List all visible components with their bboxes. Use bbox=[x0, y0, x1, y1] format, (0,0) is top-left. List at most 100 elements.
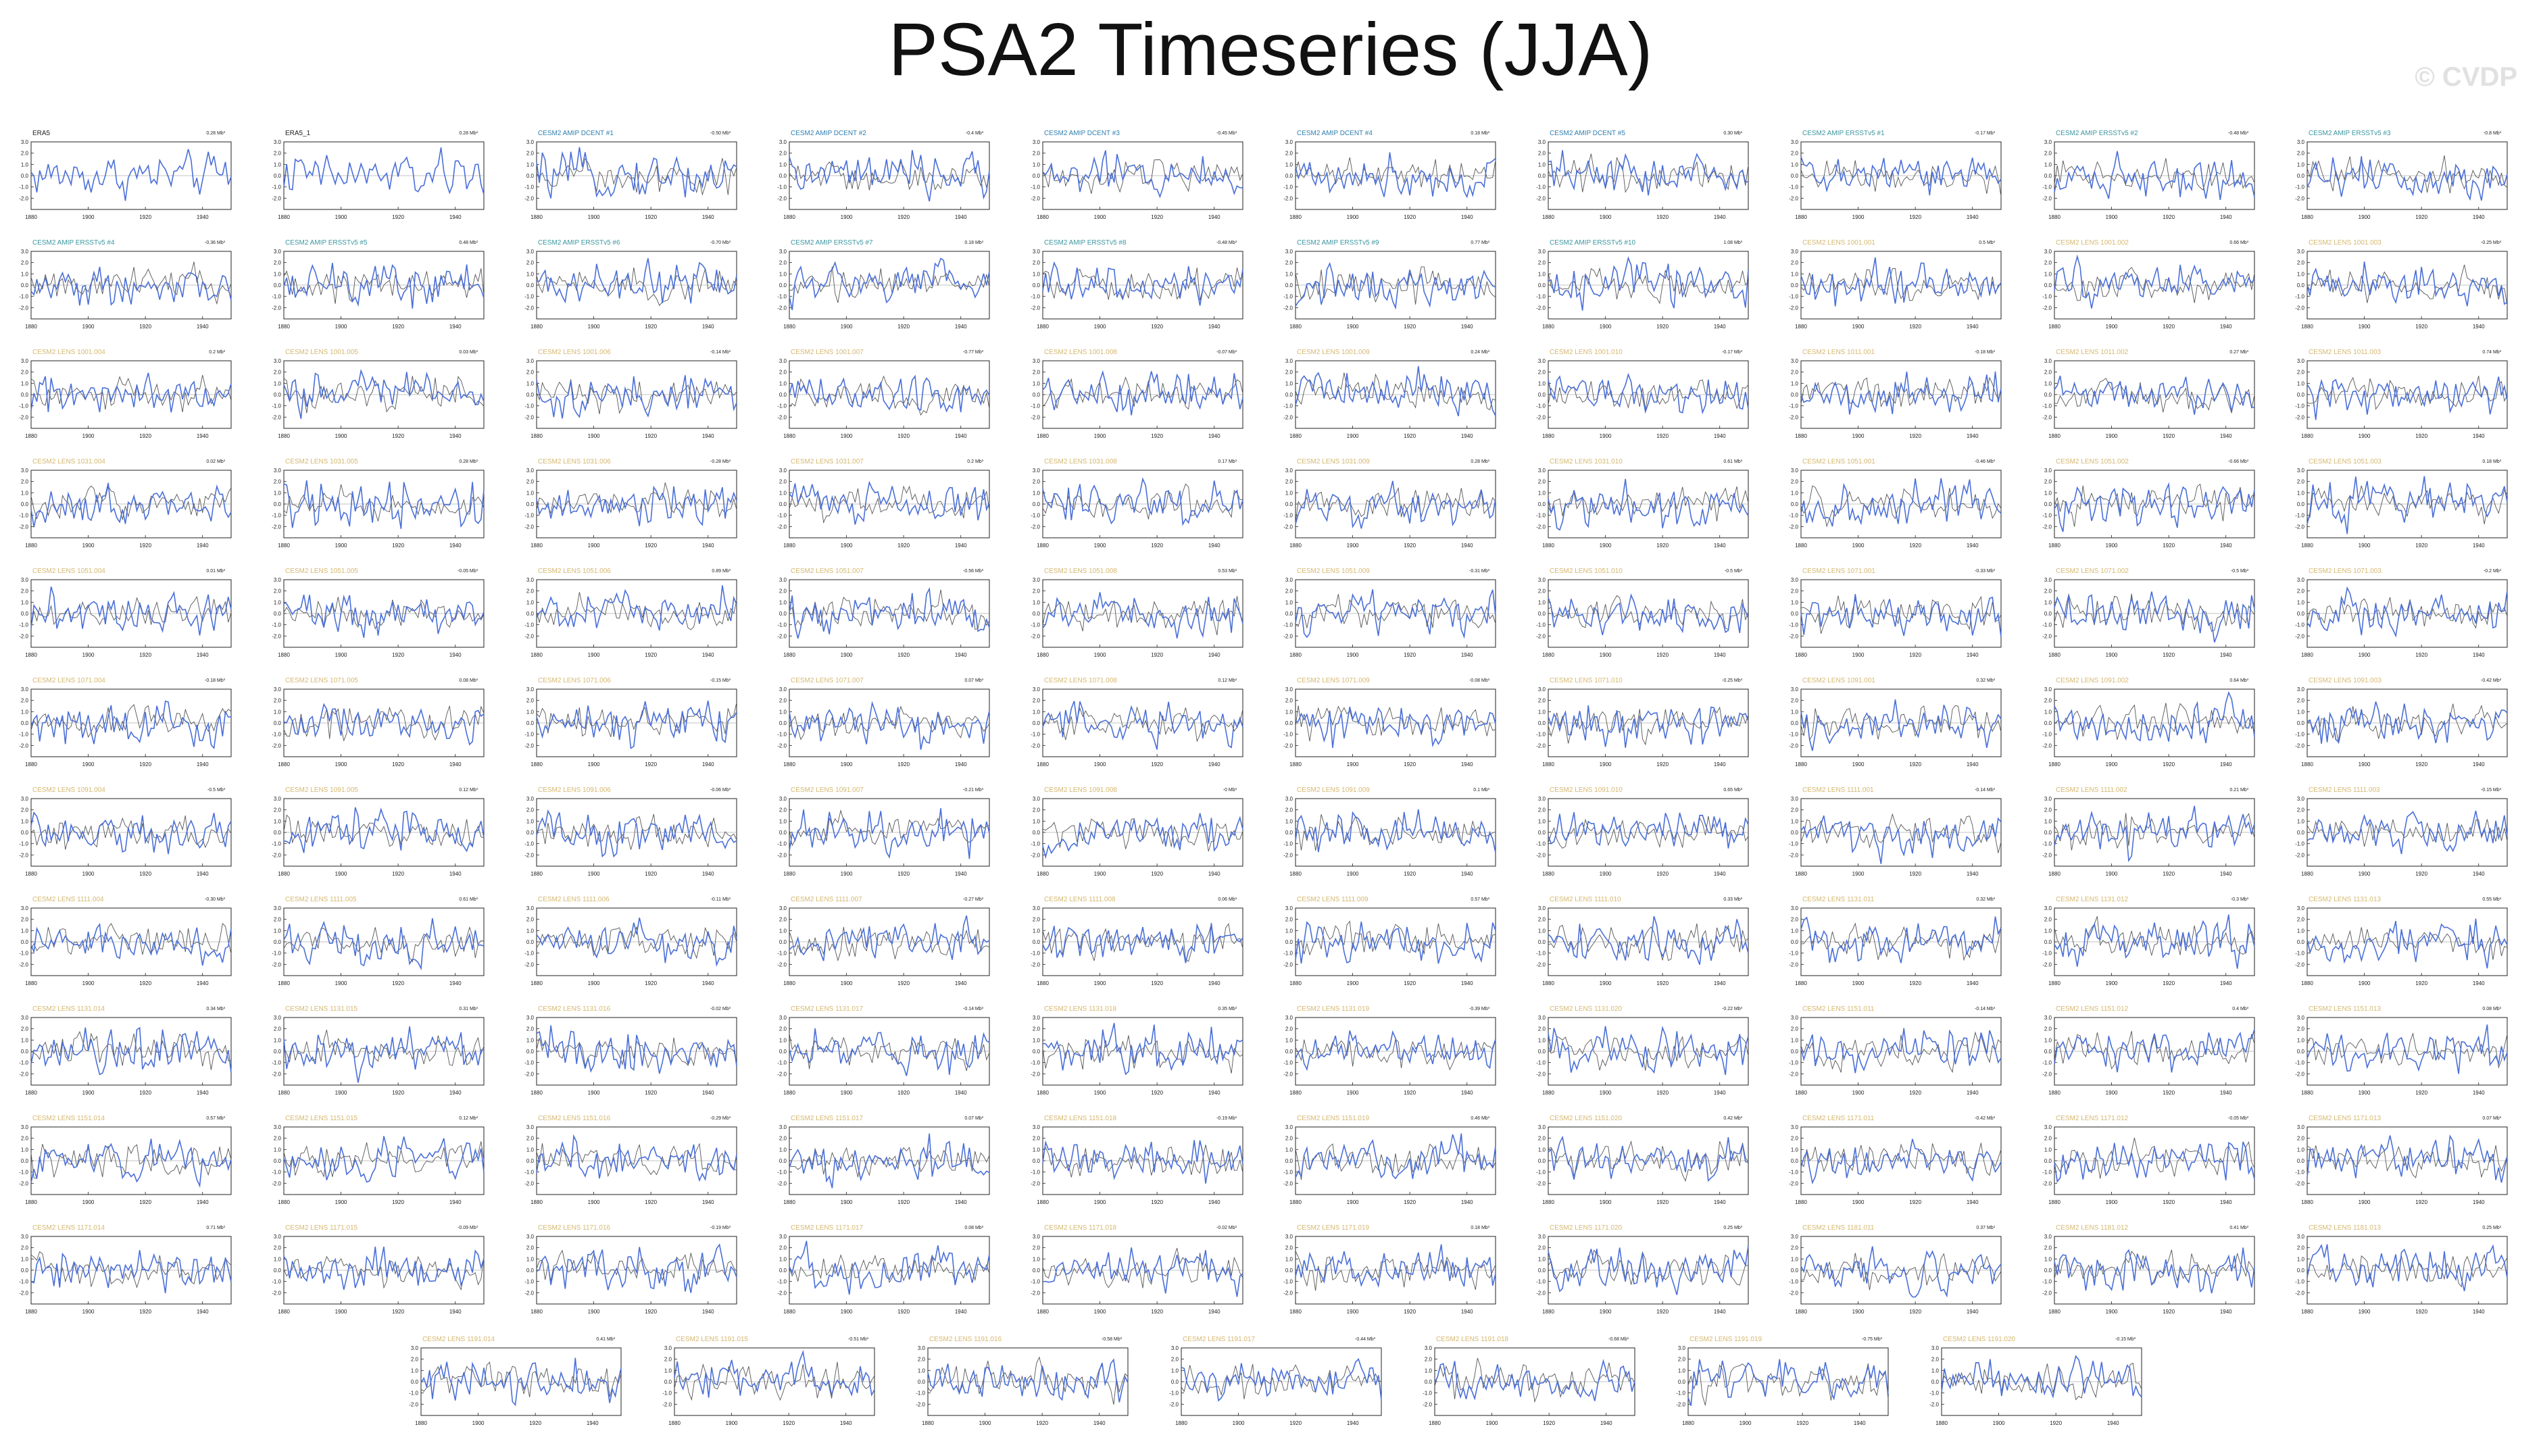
panel-label: CESM2 LENS 1071.004 bbox=[32, 677, 105, 684]
y-tick-label: 0.0 bbox=[1033, 720, 1041, 726]
panel-trend: -0.14 Mb³ bbox=[1975, 1007, 1995, 1011]
panel-label: CESM2 LENS 1051.004 bbox=[32, 568, 105, 575]
y-tick-label: -1.0 bbox=[1169, 1390, 1179, 1397]
panel-label: CESM2 AMIP ERSSTv5 #5 bbox=[285, 239, 368, 247]
member-series-line bbox=[536, 485, 737, 526]
x-tick-label: 1900 bbox=[588, 1309, 600, 1315]
y-tick-label: 3.0 bbox=[1791, 249, 1799, 255]
member-series-line bbox=[1800, 1028, 2002, 1074]
y-tick-label: 2.0 bbox=[21, 917, 29, 923]
x-tick-label: 1940 bbox=[2473, 980, 2485, 986]
panel-trend: 0.08 Mb³ bbox=[2482, 1007, 2501, 1011]
x-tick-label: 1880 bbox=[783, 761, 795, 768]
y-tick-label: -2.0 bbox=[1536, 195, 1546, 201]
member-series-line bbox=[283, 595, 485, 638]
x-tick-label: 1920 bbox=[1289, 1420, 1302, 1426]
panel-label: CESM2 LENS 1111.004 bbox=[32, 896, 104, 903]
x-tick-label: 1880 bbox=[25, 1090, 37, 1096]
y-tick-label: -1.0 bbox=[2295, 1060, 2304, 1066]
timeseries-panel: CESM2 LENS 1111.005 0.61 Mb³ 3.0 2.0 1.0 0.0-… bbox=[258, 895, 488, 1004]
x-tick-label: 1920 bbox=[2415, 214, 2427, 220]
y-tick-label: -1.0 bbox=[2042, 1170, 2052, 1176]
ensemble-series-line bbox=[789, 705, 990, 740]
x-tick-label: 1920 bbox=[897, 1199, 910, 1205]
x-tick-label: 1940 bbox=[2220, 543, 2232, 549]
y-tick-label: -1.0 bbox=[1283, 294, 1293, 300]
x-tick-label: 1880 bbox=[1795, 980, 1807, 986]
y-tick-label: -1.0 bbox=[2295, 951, 2304, 957]
y-tick-label: -2.0 bbox=[2042, 1180, 2052, 1186]
member-series-line bbox=[1548, 1245, 1749, 1295]
panel-trend: 0.08 Mb³ bbox=[459, 678, 478, 683]
x-tick-label: 1880 bbox=[278, 214, 290, 220]
y-tick-label: 2.0 bbox=[526, 1245, 535, 1251]
x-tick-label: 1880 bbox=[278, 1199, 290, 1205]
y-tick-label: -2.0 bbox=[1283, 852, 1293, 858]
y-tick-label: 1.0 bbox=[1285, 1256, 1293, 1262]
y-tick-label: 1.0 bbox=[2044, 1147, 2052, 1153]
y-tick-label: -1.0 bbox=[1789, 513, 1798, 519]
x-tick-label: 1900 bbox=[1600, 1309, 1612, 1315]
panel-trend: 0.27 Mb³ bbox=[2229, 350, 2248, 355]
y-tick-label: 0.0 bbox=[21, 501, 29, 507]
y-tick-label: -1.0 bbox=[2042, 294, 2052, 300]
y-tick-label: 2.0 bbox=[274, 260, 282, 266]
x-tick-label: 1900 bbox=[335, 433, 347, 439]
timeseries-panel: CESM2 LENS 1051.001 -0.46 Mb³ 3.0 2.0 1.0 0.0… bbox=[1775, 457, 2005, 566]
x-tick-label: 1920 bbox=[1909, 1199, 1921, 1205]
x-tick-label: 1880 bbox=[1795, 214, 1807, 220]
timeseries-panel: CESM2 LENS 1001.008 -0.07 Mb³ 3.0 2.0 1.0 0.0… bbox=[1017, 347, 1247, 457]
y-tick-label: 2.0 bbox=[526, 807, 535, 813]
panel-trend: -0.42 Mb³ bbox=[1975, 1116, 1995, 1121]
y-tick-label: 2.0 bbox=[2044, 479, 2052, 485]
panel-label: CESM2 LENS 1151.015 bbox=[285, 1115, 358, 1122]
x-tick-label: 1880 bbox=[1037, 433, 1049, 439]
y-tick-label: 2.0 bbox=[1033, 1026, 1041, 1032]
panel-trend: -0.19 Mb³ bbox=[710, 1226, 731, 1230]
x-tick-label: 1920 bbox=[1404, 433, 1416, 439]
y-tick-label: 1.0 bbox=[779, 161, 787, 168]
x-tick-label: 1880 bbox=[1795, 652, 1807, 658]
y-tick-label: 2.0 bbox=[526, 1136, 535, 1142]
timeseries-panel: CESM2 LENS 1001.007 -0.77 Mb³ 3.0 2.0 1.0 0.0… bbox=[764, 347, 993, 457]
x-tick-label: 1920 bbox=[1404, 324, 1416, 330]
x-tick-label: 1900 bbox=[1094, 433, 1106, 439]
panel-trend: 0.61 Mb³ bbox=[459, 897, 478, 902]
timeseries-panel: CESM2 LENS 1071.005 0.08 Mb³ 3.0 2.0 1.0 0.0-… bbox=[258, 676, 488, 785]
timeseries-panel: CESM2 LENS 1171.016 -0.19 Mb³ 3.0 2.0 1.0 0.0… bbox=[511, 1223, 741, 1332]
y-tick-label: -1.0 bbox=[1283, 1170, 1293, 1176]
x-tick-label: 1920 bbox=[645, 652, 657, 658]
x-tick-label: 1920 bbox=[2415, 1309, 2427, 1315]
x-tick-label: 1920 bbox=[392, 761, 404, 768]
x-tick-label: 1940 bbox=[2473, 761, 2485, 768]
y-tick-label: 2.0 bbox=[779, 1136, 787, 1142]
member-series-line bbox=[2306, 586, 2508, 638]
y-tick-label: -1.0 bbox=[2295, 622, 2304, 628]
panel-label: CESM2 LENS 1151.017 bbox=[791, 1115, 864, 1122]
x-tick-label: 1940 bbox=[587, 1420, 599, 1426]
timeseries-panel: CESM2 LENS 1171.014 0.71 Mb³ 3.0 2.0 1.0 0.0-… bbox=[5, 1223, 235, 1332]
x-tick-label: 1940 bbox=[955, 543, 967, 549]
y-tick-label: 1.0 bbox=[2297, 1037, 2305, 1043]
panel-label: CESM2 LENS 1001.005 bbox=[285, 349, 358, 356]
y-tick-label: 0.0 bbox=[1033, 501, 1041, 507]
x-tick-label: 1940 bbox=[1208, 980, 1220, 986]
x-tick-label: 1900 bbox=[1347, 1199, 1359, 1205]
panel-label: CESM2 LENS 1181.013 bbox=[2309, 1224, 2382, 1232]
x-tick-label: 1880 bbox=[783, 980, 795, 986]
timeseries-panel: CESM2 LENS 1001.001 0.5 Mb³ 3.0 2.0 1.0 0.0 -1… bbox=[1775, 238, 2005, 347]
y-tick-label: -2.0 bbox=[1283, 195, 1293, 201]
x-tick-label: 1920 bbox=[392, 1090, 404, 1096]
y-tick-label: 0.0 bbox=[274, 282, 282, 288]
y-tick-label: 0.0 bbox=[274, 392, 282, 398]
timeseries-panel: ERA5_1 0.28 Mb³ 3.0 2.0 1.0 0.0 -1.0 -2.0 1880 19… bbox=[258, 128, 488, 238]
y-tick-label: 2.0 bbox=[1033, 698, 1041, 704]
y-tick-label: 2.0 bbox=[779, 1245, 787, 1251]
y-tick-label: 2.0 bbox=[21, 807, 29, 813]
y-tick-label: 1.0 bbox=[1538, 818, 1546, 824]
ensemble-series-line bbox=[789, 266, 990, 303]
